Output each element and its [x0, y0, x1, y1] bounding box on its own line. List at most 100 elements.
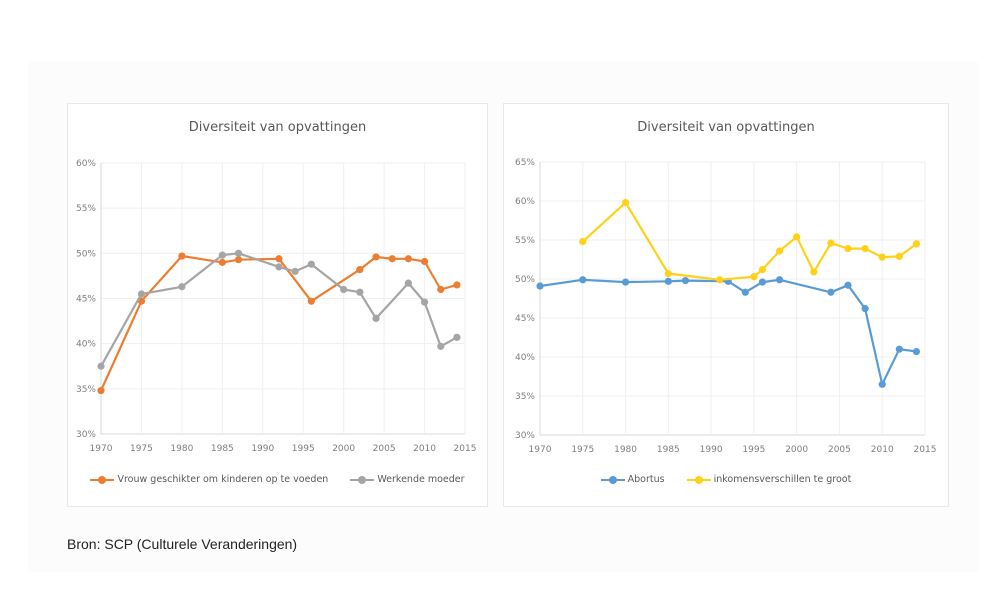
data-point [97, 362, 105, 370]
series-line [539, 278, 917, 386]
data-point [750, 273, 758, 281]
x-tick-label: 1995 [292, 444, 315, 454]
data-point [437, 342, 445, 350]
legend-item[interactable]: inkomensverschillen te groot [686, 474, 852, 485]
source-caption: Bron: SCP (Culturele Veranderingen) [67, 536, 298, 552]
data-point [372, 253, 380, 261]
data-point [453, 281, 461, 289]
data-point [178, 252, 186, 260]
data-point [307, 260, 315, 268]
data-point [716, 276, 724, 284]
data-point [420, 298, 429, 306]
data-point [340, 285, 348, 294]
data-point [878, 380, 886, 388]
x-tick-label: 2015 [914, 445, 937, 455]
data-point [404, 255, 412, 263]
x-tick-label: 1990 [700, 445, 723, 455]
data-point [861, 305, 869, 313]
data-point [793, 233, 801, 241]
data-point [664, 277, 672, 285]
chart-title: Diversiteit van opvattingen [637, 120, 815, 135]
data-point [827, 288, 835, 296]
legend-marker-icon [90, 475, 115, 485]
data-point [895, 345, 903, 353]
data-point [775, 276, 784, 284]
data-point [97, 387, 105, 395]
data-point [621, 278, 630, 286]
y-tick-label: 60% [76, 159, 96, 169]
data-point [775, 247, 784, 255]
data-point [810, 268, 818, 276]
data-point [137, 297, 146, 305]
data-point [861, 244, 869, 253]
legend-label: Abortus [627, 474, 665, 485]
data-point [307, 297, 315, 305]
y-tick-label: 40% [515, 353, 535, 363]
y-tick-label: 65% [515, 158, 535, 168]
data-point [356, 288, 364, 296]
chart-right: Diversiteit van opvattingen 30% 35% 40% 45%… [503, 103, 949, 507]
legend-marker-icon [686, 475, 711, 485]
data-point [291, 267, 299, 275]
x-tick-label: 1970 [90, 444, 113, 454]
legend-item[interactable]: Vrouw geschikter om kinderen op te voede… [90, 474, 328, 485]
data-point [741, 288, 749, 296]
y-tick-label: 45% [515, 314, 535, 324]
legend: Abortus inkomensverschillen te groot [504, 474, 948, 485]
legend: Vrouw geschikter om kinderen op te voede… [68, 474, 487, 485]
plot-area: 30% 35% 40% 45% 50% 55% 60% 65% 1970 1975 1980 1985… [515, 158, 937, 455]
legend-item[interactable]: Abortus [600, 474, 665, 485]
x-tick-label: 1975 [130, 444, 153, 454]
y-tick-label: 30% [515, 431, 535, 441]
chart-left: Diversiteit van opvattingen 30% 35% 40% 45%… [67, 103, 488, 507]
data-point [453, 333, 461, 341]
data-point [844, 244, 852, 253]
x-tick-label: 1975 [571, 445, 594, 455]
legend-label: Werkende moeder [377, 474, 465, 485]
legend-item[interactable]: Werkende moeder [350, 474, 465, 485]
y-tick-label: 45% [76, 295, 96, 305]
data-point [621, 198, 630, 207]
data-point [437, 285, 445, 294]
y-tick-label: 35% [515, 392, 535, 402]
legend-marker-icon [600, 475, 625, 485]
x-tick-label: 1970 [529, 445, 552, 455]
data-point [664, 269, 672, 278]
data-point [758, 278, 767, 286]
series-line [582, 201, 918, 281]
data-point [388, 255, 396, 263]
data-point [827, 239, 835, 247]
data-point [912, 347, 921, 356]
legend-marker-icon [350, 475, 375, 485]
legend-label: inkomensverschillen te groot [713, 474, 852, 485]
x-tick-label: 2010 [871, 445, 894, 455]
data-point [536, 282, 544, 290]
x-tick-label: 2015 [454, 444, 477, 454]
data-point [758, 266, 767, 274]
x-tick-label: 2005 [828, 445, 851, 455]
legend-label: Vrouw geschikter om kinderen op te voede… [117, 474, 329, 485]
data-point [178, 283, 186, 291]
data-point [372, 314, 380, 322]
data-point [234, 249, 243, 257]
data-point [895, 252, 903, 260]
data-point [579, 276, 587, 284]
data-point [844, 281, 852, 289]
data-point [234, 256, 243, 264]
y-tick-label: 55% [76, 204, 96, 214]
y-tick-label: 55% [515, 236, 535, 246]
y-tick-label: 40% [76, 340, 96, 350]
x-tick-label: 1980 [614, 445, 637, 455]
chart-title: Diversiteit van opvattingen [188, 120, 367, 135]
y-tick-label: 50% [76, 249, 96, 259]
x-tick-label: 2000 [785, 445, 808, 455]
y-tick-label: 30% [76, 430, 96, 440]
y-tick-label: 60% [515, 197, 535, 207]
x-tick-label: 1980 [170, 444, 193, 454]
data-point [404, 279, 412, 287]
data-point [579, 237, 587, 246]
data-point [275, 263, 283, 271]
data-point [420, 257, 429, 266]
plot-area: 30% 35% 40% 45% 50% 55% 60% 1970 1975 1980 1985 199… [76, 159, 477, 454]
x-tick-label: 1985 [657, 445, 680, 455]
